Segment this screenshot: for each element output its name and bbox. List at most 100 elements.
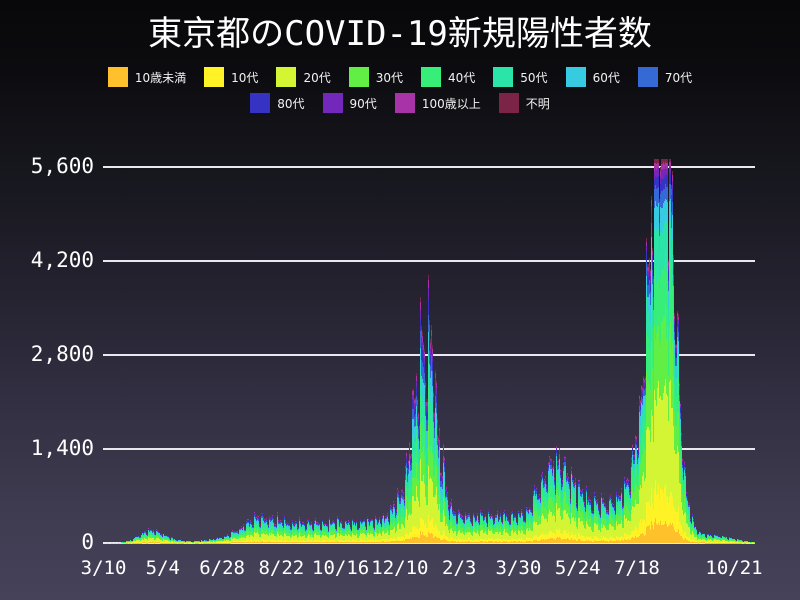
bar-segment (261, 513, 263, 515)
bar-segment (262, 519, 264, 522)
legend-item-40代[interactable]: 40代 (421, 67, 475, 87)
bar-segment (504, 511, 506, 513)
bar-segment (222, 540, 224, 542)
bar-segment (233, 536, 235, 539)
bar-segment (529, 511, 532, 514)
chart-bar (318, 522, 320, 543)
bar-segment (334, 542, 336, 543)
chart-bar (127, 541, 129, 543)
bar-segment (452, 508, 454, 509)
bar-segment (389, 508, 391, 511)
chart-bar (539, 497, 541, 543)
bar-segment (540, 474, 542, 475)
bar-segment (534, 494, 536, 503)
bar-segment (157, 532, 160, 534)
chart-bar (281, 522, 284, 543)
legend-item-80代[interactable]: 80代 (250, 93, 305, 113)
bar-segment (404, 468, 406, 471)
bar-segment (335, 530, 337, 532)
bar-segment (438, 437, 440, 441)
bar-segment (226, 542, 229, 543)
legend-item-30代[interactable]: 30代 (348, 67, 403, 87)
legend-item-不明[interactable]: 不明 (498, 93, 550, 113)
bar-segment (459, 520, 461, 524)
bar-segment (504, 523, 506, 529)
bar-segment (364, 529, 367, 533)
bar-segment (182, 541, 184, 542)
bar-segment (273, 534, 275, 541)
bar-segment (375, 532, 377, 541)
chart-bar (326, 523, 328, 543)
bar-segment (413, 403, 415, 409)
bar-segment (380, 522, 382, 524)
plot-area (103, 159, 756, 544)
bar-segment (458, 514, 460, 517)
bar-segment (172, 539, 174, 541)
bar-segment (326, 524, 328, 526)
bar-segment (262, 526, 264, 530)
bar-segment (336, 518, 339, 521)
bar-segment (531, 518, 533, 525)
bar-segment (537, 497, 539, 499)
bar-segment (492, 533, 494, 539)
bar-segment (278, 522, 280, 524)
chart-bar (264, 518, 266, 543)
bar-segment (521, 538, 523, 542)
bar-segment (234, 532, 236, 534)
legend-item-90代[interactable]: 90代 (322, 93, 377, 113)
bar-segment (480, 511, 482, 513)
bar-segment (371, 522, 373, 526)
chart-bar (494, 521, 496, 543)
bar-segment (480, 541, 482, 543)
legend-item-20代[interactable]: 20代 (276, 67, 331, 87)
bar-segment (533, 492, 535, 495)
bar-segment (143, 533, 146, 535)
bar-segment (485, 531, 487, 535)
chart-bar (496, 511, 498, 543)
chart-bar (375, 517, 377, 543)
bar-segment (253, 539, 256, 542)
bar-segment (398, 493, 400, 496)
bar-segment (468, 513, 470, 515)
bar-segment (383, 512, 385, 514)
bar-segment (415, 372, 417, 377)
bar-segment (247, 525, 249, 528)
legend-item-10歳未満[interactable]: 10歳未満 (107, 67, 186, 87)
chart-bar (178, 539, 180, 543)
bar-segment (167, 537, 169, 538)
bar-segment (218, 539, 220, 541)
bar-segment (342, 527, 344, 528)
chart-bar (215, 540, 217, 543)
legend-item-60代[interactable]: 60代 (565, 67, 620, 87)
bar-segment (219, 539, 221, 541)
legend-item-10代[interactable]: 10代 (204, 67, 258, 87)
bar-segment (363, 521, 365, 523)
bar-segment (394, 516, 396, 522)
bar-segment (460, 541, 463, 543)
legend-item-100歳以上[interactable]: 100歳以上 (394, 93, 481, 113)
bar-segment (419, 423, 422, 459)
bar-segment (267, 527, 270, 530)
legend-item-70代[interactable]: 70代 (637, 67, 692, 87)
bar-segment (232, 534, 234, 537)
bar-segment (244, 542, 246, 543)
legend-item-50代[interactable]: 50代 (493, 67, 548, 87)
bar-segment (353, 531, 355, 535)
bar-segment (388, 535, 390, 541)
chart-bar (357, 527, 359, 543)
bar-segment (382, 541, 384, 543)
bar-segment (477, 516, 479, 519)
bar-segment (519, 515, 521, 517)
bar-segment (305, 532, 307, 536)
bar-segment (278, 540, 280, 542)
bar-segment (433, 449, 436, 461)
bar-segment (451, 520, 453, 528)
bar-segment (165, 538, 167, 541)
bar-segment (319, 540, 321, 543)
bar-segment (463, 523, 465, 527)
bar-segment (541, 476, 543, 480)
bar-segment (264, 523, 266, 526)
bar-segment (297, 535, 299, 538)
bar-segment (145, 542, 147, 543)
